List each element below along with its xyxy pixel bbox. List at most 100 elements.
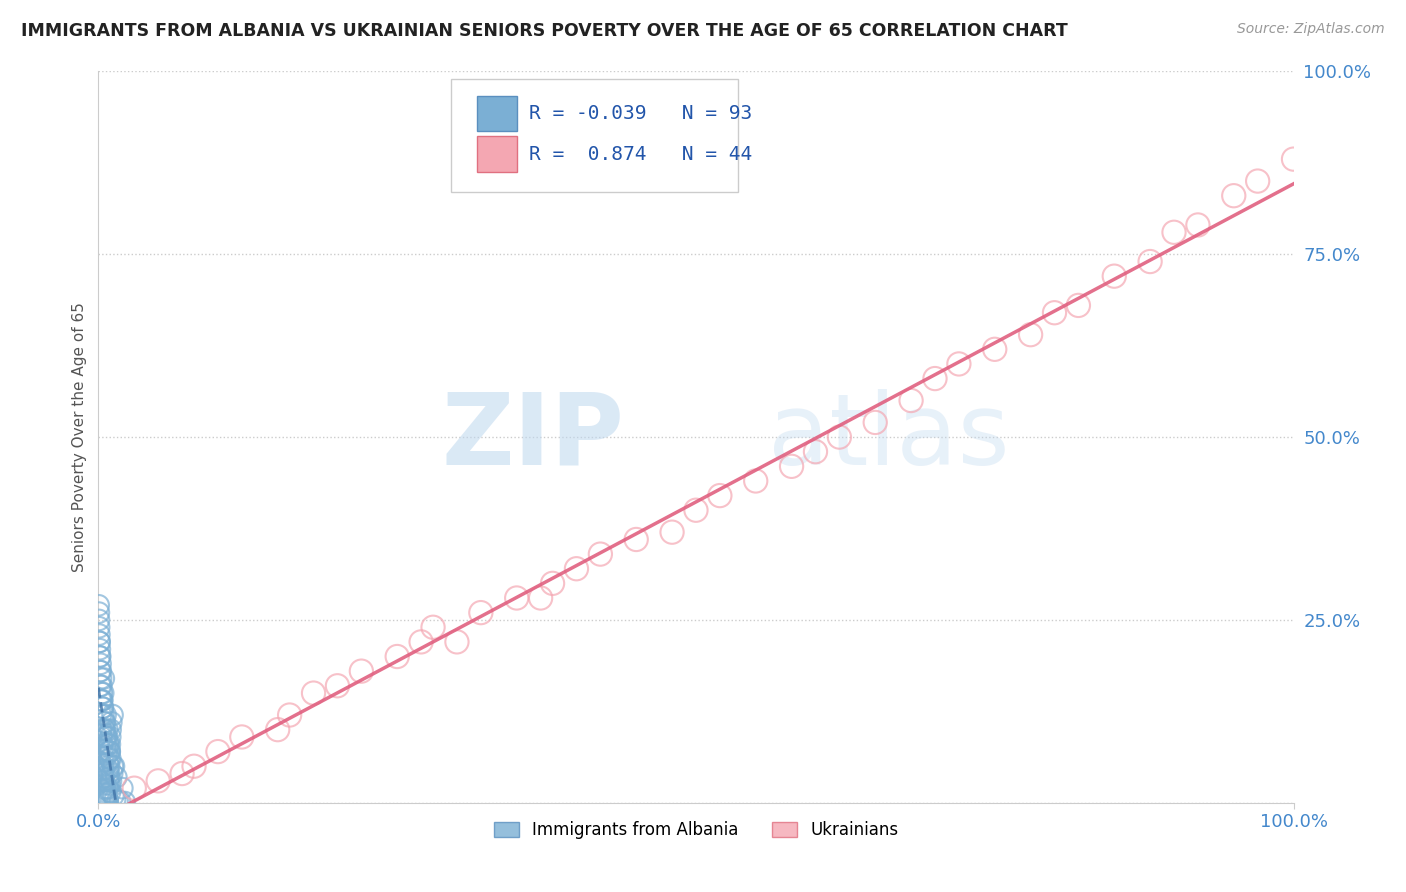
- Point: [98, 752, 121, 766]
- Point: [1282, 152, 1305, 166]
- Point: [100, 773, 122, 788]
- Point: [207, 745, 229, 759]
- Point: [94, 730, 117, 744]
- Point: [89, 627, 111, 641]
- Point: [91, 759, 114, 773]
- Point: [1247, 174, 1270, 188]
- Point: [124, 781, 146, 796]
- Text: atlas: atlas: [768, 389, 1010, 485]
- Point: [924, 371, 946, 385]
- Point: [111, 781, 134, 796]
- Point: [101, 759, 124, 773]
- Point: [93, 672, 115, 686]
- Point: [87, 599, 110, 613]
- Point: [97, 763, 120, 777]
- Point: [89, 649, 111, 664]
- Text: R = -0.039   N = 93: R = -0.039 N = 93: [529, 104, 752, 123]
- Point: [90, 708, 112, 723]
- Point: [91, 693, 114, 707]
- Point: [91, 766, 114, 780]
- Point: [148, 773, 170, 788]
- Point: [93, 723, 115, 737]
- Point: [422, 620, 444, 634]
- Point: [446, 635, 468, 649]
- Point: [98, 745, 121, 759]
- Point: [93, 778, 115, 792]
- Point: [98, 778, 121, 792]
- Point: [1019, 327, 1042, 342]
- Point: [530, 591, 553, 605]
- Point: [96, 792, 118, 806]
- Point: [91, 752, 114, 766]
- Point: [385, 649, 409, 664]
- Point: [326, 679, 349, 693]
- Point: [267, 723, 290, 737]
- Point: [350, 664, 373, 678]
- Text: Source: ZipAtlas.com: Source: ZipAtlas.com: [1237, 22, 1385, 37]
- Point: [94, 787, 117, 801]
- Point: [411, 635, 433, 649]
- Point: [302, 686, 325, 700]
- Point: [108, 794, 131, 808]
- Point: [91, 763, 114, 777]
- Point: [98, 730, 121, 744]
- Point: [105, 770, 128, 784]
- Point: [1067, 298, 1090, 312]
- Point: [89, 642, 111, 657]
- Point: [94, 715, 117, 730]
- Point: [745, 474, 768, 488]
- Point: [97, 773, 120, 788]
- Point: [90, 730, 112, 744]
- Point: [90, 686, 112, 700]
- Text: ZIP: ZIP: [441, 389, 624, 485]
- Point: [626, 533, 648, 547]
- Point: [93, 715, 115, 730]
- Point: [89, 620, 111, 634]
- Point: [91, 700, 114, 714]
- Point: [100, 723, 122, 737]
- Point: [101, 708, 124, 723]
- Point: [278, 708, 301, 723]
- Point: [93, 781, 115, 796]
- Point: [89, 679, 111, 693]
- Point: [87, 613, 110, 627]
- Point: [89, 635, 111, 649]
- Point: [103, 789, 125, 803]
- Point: [97, 737, 120, 751]
- Point: [91, 700, 114, 714]
- Point: [709, 489, 731, 503]
- Point: [541, 576, 564, 591]
- Point: [183, 759, 205, 773]
- Point: [90, 672, 112, 686]
- Point: [94, 789, 117, 804]
- Point: [91, 693, 114, 707]
- Point: [98, 745, 121, 759]
- Point: [96, 794, 118, 808]
- Point: [94, 789, 117, 803]
- Point: [100, 715, 122, 730]
- Text: IMMIGRANTS FROM ALBANIA VS UKRAINIAN SENIORS POVERTY OVER THE AGE OF 65 CORRELAT: IMMIGRANTS FROM ALBANIA VS UKRAINIAN SEN…: [21, 22, 1067, 40]
- FancyBboxPatch shape: [477, 136, 517, 171]
- Point: [91, 745, 114, 759]
- Point: [93, 723, 115, 737]
- Text: R =  0.874   N = 44: R = 0.874 N = 44: [529, 145, 752, 163]
- Point: [94, 737, 117, 751]
- Point: [114, 795, 136, 809]
- Point: [97, 756, 120, 770]
- Point: [1223, 188, 1246, 202]
- Point: [780, 459, 803, 474]
- Point: [900, 393, 922, 408]
- Point: [565, 562, 588, 576]
- Point: [984, 343, 1007, 357]
- Point: [90, 679, 112, 693]
- Point: [93, 773, 115, 788]
- Point: [96, 793, 118, 807]
- Point: [828, 430, 851, 444]
- Point: [97, 766, 120, 780]
- Point: [94, 782, 117, 797]
- Point: [103, 759, 125, 773]
- Point: [91, 686, 114, 700]
- Point: [685, 503, 707, 517]
- Point: [470, 606, 492, 620]
- Point: [90, 737, 112, 751]
